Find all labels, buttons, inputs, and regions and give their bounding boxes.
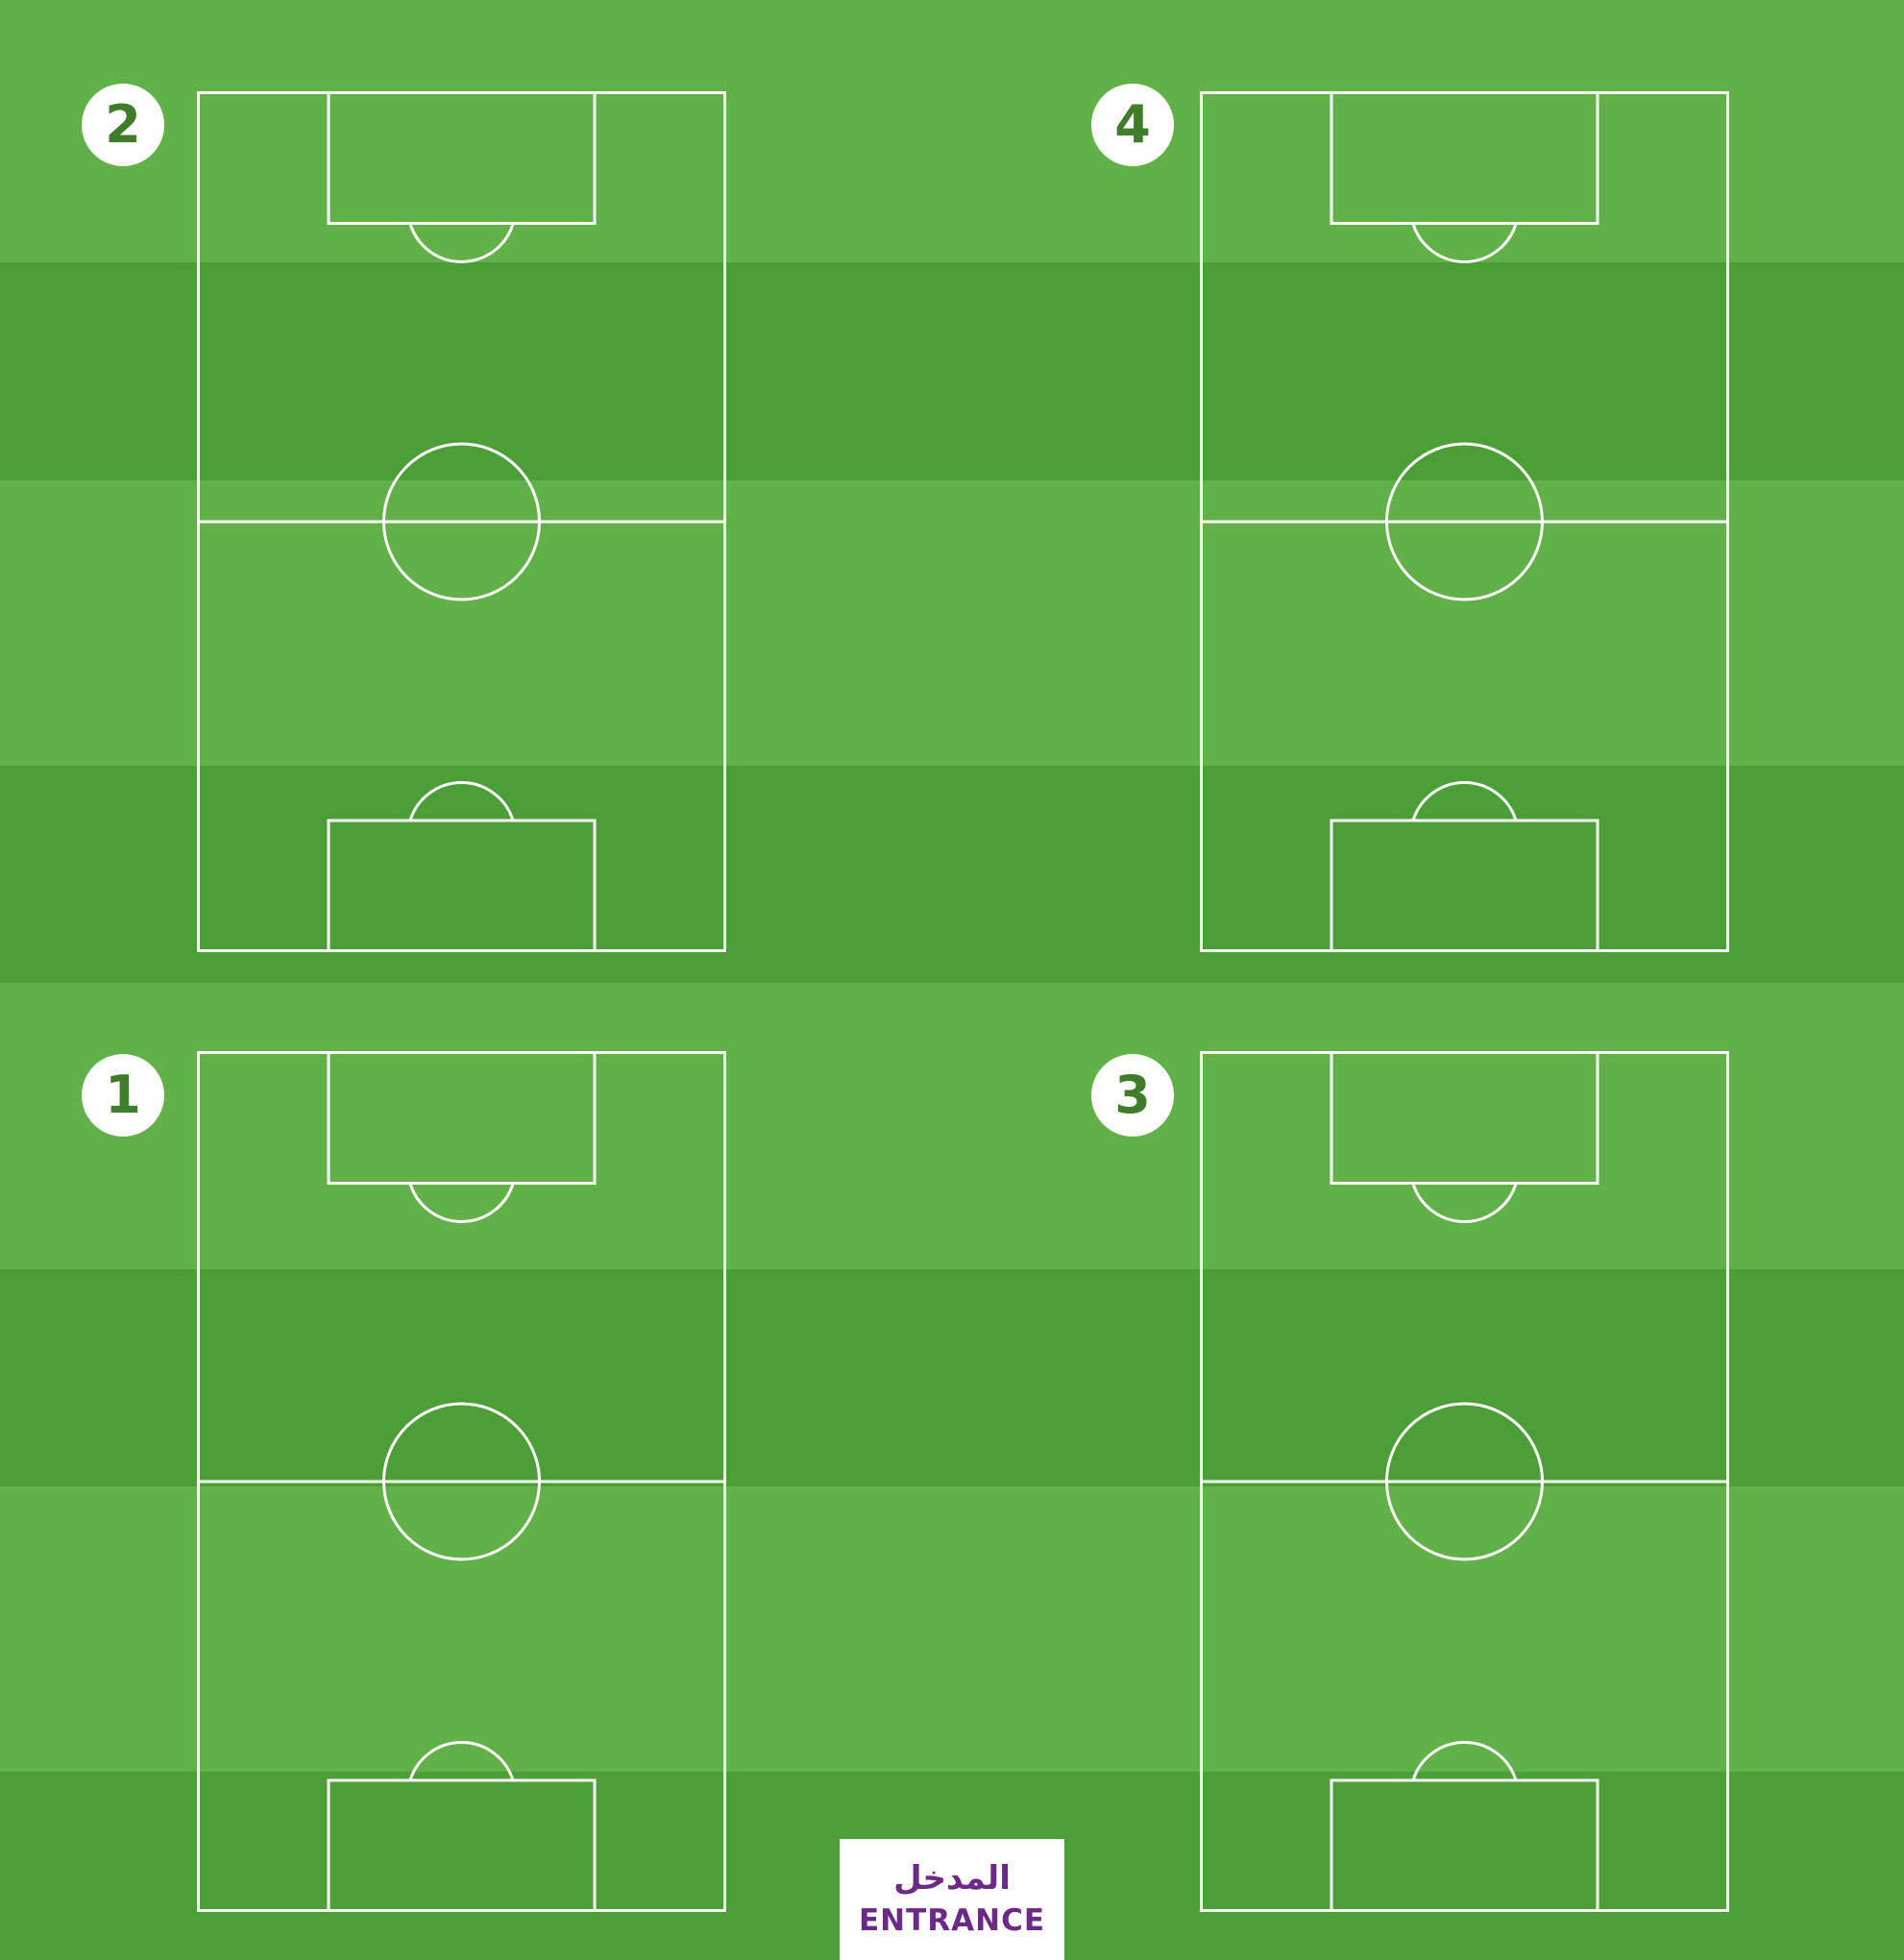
pitch-number-badge: 1 [82, 1054, 164, 1137]
grass-stripe [0, 1486, 1904, 1772]
pitch-lines [1200, 91, 1729, 952]
entrance-label-arabic: المدخل [893, 1859, 1011, 1899]
football-pitch-4[interactable] [1200, 91, 1729, 952]
grass-stripe [0, 766, 1904, 983]
entrance-sign[interactable]: المدخل ENTRANCE [840, 1839, 1064, 1960]
grass-stripe [0, 983, 1904, 1269]
pitch-lines [197, 91, 726, 952]
pitch-number-badge: 3 [1091, 1054, 1174, 1137]
pitch-lines [1200, 1051, 1729, 1912]
football-pitch-3[interactable] [1200, 1051, 1729, 1912]
grass-stripe [0, 480, 1904, 766]
pitch-lines [197, 1051, 726, 1912]
pitch-number-badge: 4 [1091, 84, 1174, 166]
football-pitch-2[interactable] [197, 91, 726, 952]
grass-stripe [0, 0, 1904, 262]
grass-stripe [0, 262, 1904, 480]
entrance-label-english: ENTRANCE [859, 1902, 1045, 1938]
grass-stripe [0, 1269, 1904, 1486]
pitch-number-badge: 2 [82, 84, 164, 166]
football-pitch-1[interactable] [197, 1051, 726, 1912]
